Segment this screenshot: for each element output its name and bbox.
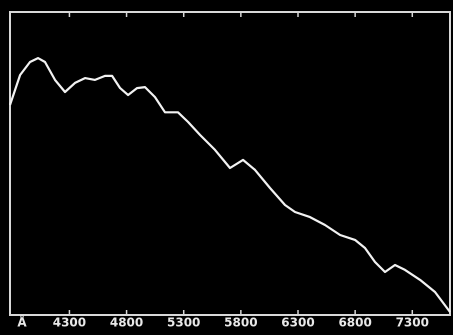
- x-tick-label: 6300: [281, 316, 314, 330]
- x-tick-label: 4800: [110, 316, 143, 330]
- plot-frame: [9, 11, 451, 316]
- spectrum-line: [8, 57, 451, 313]
- x-tick-label: 4300: [53, 316, 86, 330]
- x-tick-label: 5800: [224, 316, 257, 330]
- x-tick-label: 6800: [338, 316, 371, 330]
- x-tick-label: 5300: [167, 316, 200, 330]
- x-axis-label: Å: [17, 315, 27, 330]
- x-tick-label: 7300: [396, 316, 429, 330]
